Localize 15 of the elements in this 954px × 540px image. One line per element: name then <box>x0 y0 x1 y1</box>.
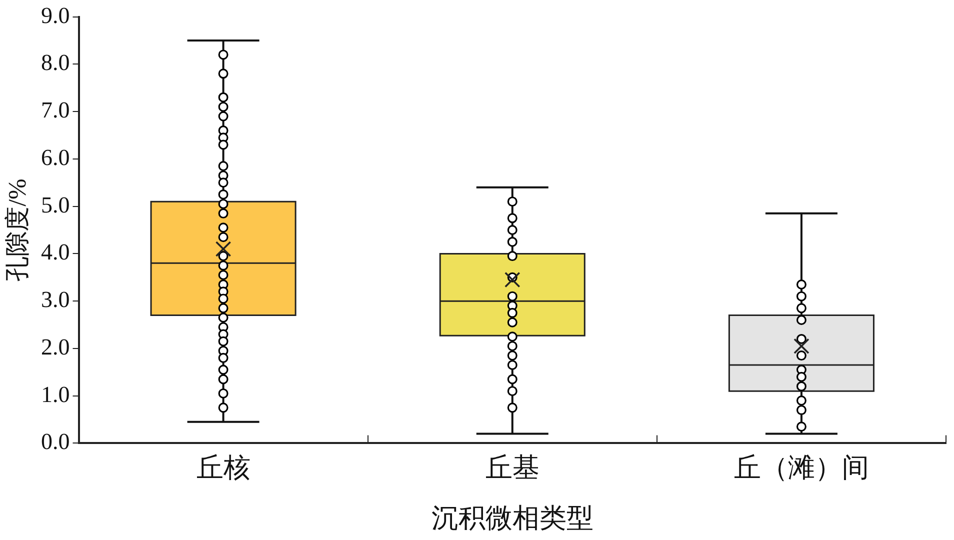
y-tick-label: 4.0 <box>41 240 70 265</box>
y-tick-label: 7.0 <box>41 98 70 123</box>
y-tick-label: 2.0 <box>41 334 70 360</box>
x-tick-label: 丘（滩）间 <box>734 452 869 482</box>
y-tick-label: 5.0 <box>41 192 70 218</box>
x-tick-label: 丘核 <box>196 452 250 482</box>
y-tick-label: 1.0 <box>41 382 70 407</box>
y-axis-title: 孔隙度/% <box>4 178 32 282</box>
y-tick-label: 8.0 <box>41 50 70 76</box>
y-tick-label: 0.0 <box>41 429 70 454</box>
x-axis-title: 沉积微相类型 <box>431 502 594 533</box>
x-tick-label: 丘基 <box>485 452 540 482</box>
y-tick-label: 3.0 <box>41 287 70 312</box>
y-tick-label: 6.0 <box>41 144 70 170</box>
y-tick-label: 9.0 <box>41 2 70 28</box>
